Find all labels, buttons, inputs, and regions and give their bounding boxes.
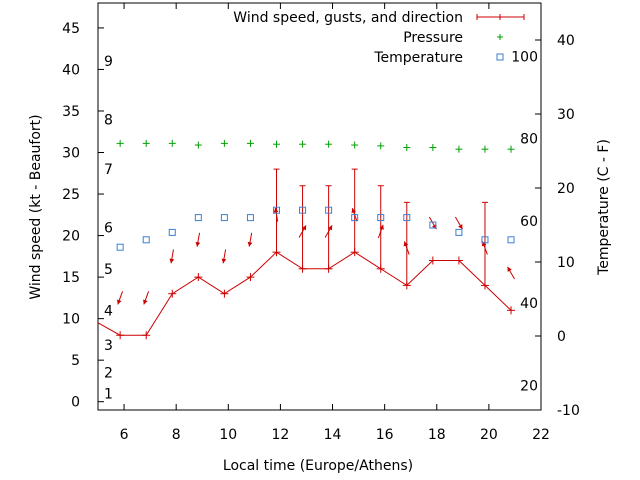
beaufort-label: 2: [104, 366, 113, 382]
wind-direction-arrowhead: [379, 224, 384, 230]
temperature-point: [299, 206, 307, 214]
fahrenheit-label: 80: [520, 132, 538, 148]
x-tick-label: 18: [428, 427, 446, 443]
beaufort-label: 9: [104, 54, 113, 70]
y-tick-label: 40: [62, 62, 80, 78]
beaufort-label: 7: [104, 162, 113, 178]
y-tick-label: 30: [62, 146, 80, 162]
legend-label: Temperature: [373, 50, 463, 66]
wind-direction-arrowhead: [247, 241, 253, 247]
legend-label: Wind speed, gusts, and direction: [233, 10, 463, 26]
x-tick-label: 6: [120, 427, 129, 443]
wind-direction-arrowhead: [458, 224, 463, 230]
axes: [97, 2, 542, 411]
beaufort-label: 1: [104, 386, 113, 402]
temperature-point: [403, 214, 411, 222]
y-tick-label: 0: [71, 395, 80, 411]
fahrenheit-label: 40: [520, 296, 538, 312]
y2-tick-label: 0: [557, 329, 566, 345]
beaufort-label: 8: [104, 112, 113, 128]
temperature-point: [429, 221, 437, 229]
temperature-point: [168, 228, 176, 236]
temperature-point: [220, 214, 228, 222]
wind-direction-arrowhead: [327, 225, 333, 231]
temperature-point: [377, 214, 385, 222]
wind-direction-arrowhead: [221, 258, 227, 264]
y2-tick-label: 20: [557, 181, 575, 197]
temperature-point: [351, 214, 359, 222]
wind-direction-arrowhead: [301, 225, 307, 231]
y-tick-label: 25: [62, 187, 80, 203]
x-tick-label: 14: [324, 427, 342, 443]
beaufort-label: 6: [104, 220, 113, 236]
fahrenheit-label: 100: [511, 49, 538, 65]
y2-tick-label: 40: [557, 33, 575, 49]
temperature-point: [246, 214, 254, 222]
temperature-point: [116, 243, 124, 251]
marks: [97, 139, 516, 340]
y2-tick-label: 10: [557, 255, 575, 271]
y-tick-label: 35: [62, 104, 80, 120]
fahrenheit-label: 60: [520, 214, 538, 230]
x-tick-label: 22: [532, 427, 550, 443]
y2-axis-label: Temperature (C - F): [596, 139, 612, 276]
legend-label: Pressure: [403, 30, 463, 46]
beaufort-label: 5: [104, 262, 113, 278]
wind-direction-arrowhead: [273, 207, 279, 213]
y2-tick-label: -10: [557, 403, 580, 419]
wind-direction-arrowhead: [143, 299, 148, 305]
plot-frame: [97, 2, 542, 411]
legend: Wind speed, gusts, and direction Pressure…: [233, 10, 525, 66]
temperature-point: [273, 206, 281, 214]
x-tick-label: 20: [480, 427, 498, 443]
temperature-point: [455, 228, 463, 236]
ticks: 6 8 10 12 14 16 18 20 22051015202530354045-10010…: [62, 3, 580, 443]
x-tick-label: 10: [219, 427, 237, 443]
wind-direction-arrowhead: [507, 266, 512, 272]
y-tick-label: 45: [62, 21, 80, 37]
y-tick-label: 20: [62, 229, 80, 245]
beaufort-label: 3: [104, 338, 113, 354]
temperature-point: [507, 236, 515, 244]
y-tick-label: 10: [62, 312, 80, 328]
y-tick-label: 15: [62, 270, 80, 286]
fahrenheit-label: 20: [520, 378, 538, 394]
y-axis-label: Wind speed (kt - Beaufort): [28, 114, 44, 299]
temperature-point: [194, 214, 202, 222]
x-tick-label: 12: [271, 427, 289, 443]
temperature-point: [481, 236, 489, 244]
wind-direction-arrowhead: [403, 241, 409, 247]
x-axis-label: Local time (Europe/Athens): [223, 458, 413, 474]
x-tick-label: 8: [172, 427, 181, 443]
legend-temperature-sample: [496, 53, 504, 61]
y2-tick-label: 30: [557, 107, 575, 123]
wind-direction-arrowhead: [117, 299, 122, 305]
beaufort-label: 4: [104, 303, 113, 319]
wind-direction-arrowhead: [169, 258, 175, 264]
y-tick-label: 5: [71, 353, 80, 369]
wind-direction-arrowhead: [195, 241, 201, 247]
temperature-point: [325, 206, 333, 214]
x-tick-label: 16: [376, 427, 394, 443]
temperature-point: [142, 236, 150, 244]
wind-speed-line: [97, 251, 512, 336]
wind-direction-arrowhead: [351, 208, 357, 214]
